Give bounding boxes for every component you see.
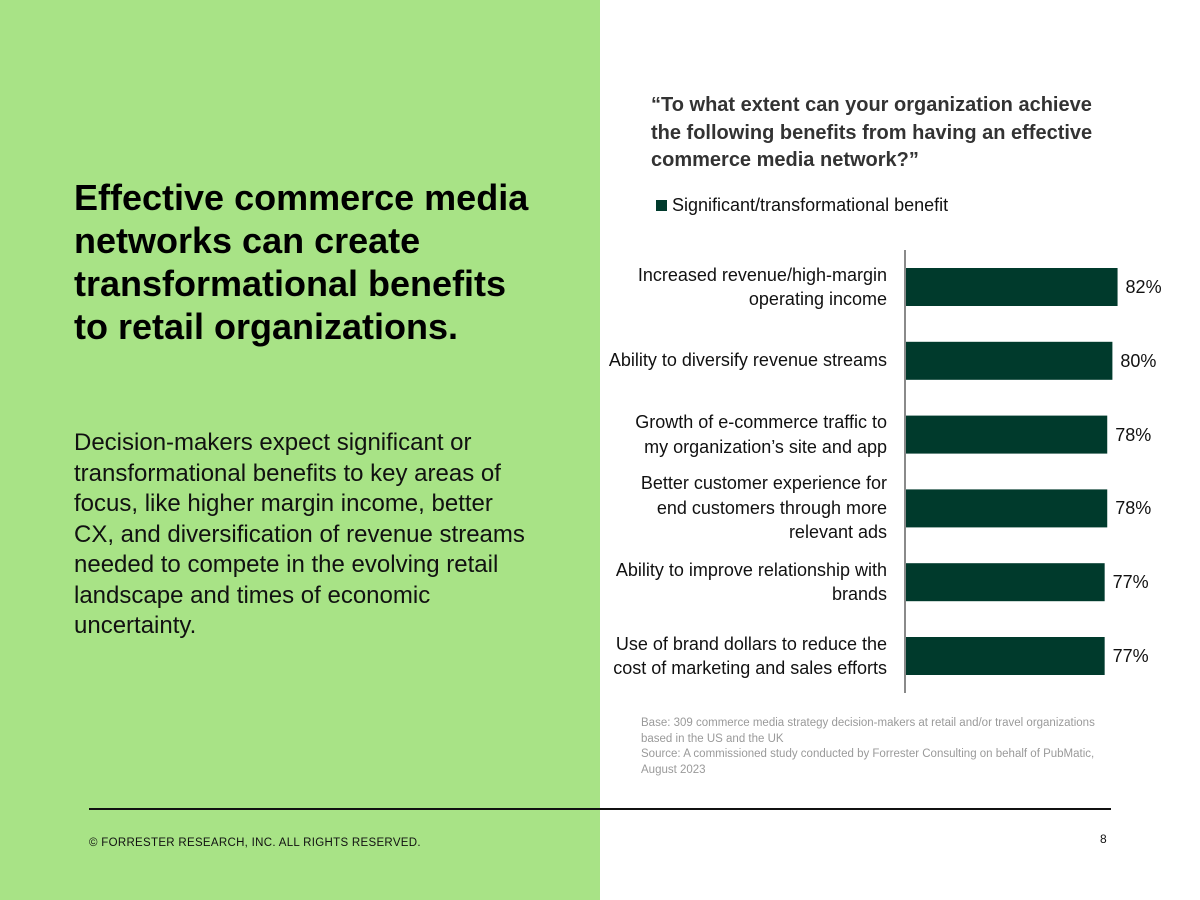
left-panel — [0, 0, 600, 900]
bar — [906, 489, 1108, 528]
slide-body-text: Decision-makers expect significant or tr… — [74, 429, 525, 639]
category-label: Increased revenue/high-margin operating … — [637, 264, 887, 310]
legend-label: Significant/transformational benefit — [672, 194, 949, 215]
page-number: 8 — [1100, 832, 1107, 846]
category-label: Use of brand dollars to reduce the cost … — [613, 633, 887, 679]
base-note: Base: 309 commerce media strategy decisi… — [641, 717, 1095, 745]
bar — [906, 415, 1108, 454]
value-label: 82% — [1125, 277, 1162, 297]
category-label: Ability to improve relationship with bra… — [615, 559, 887, 605]
slide-headline: Effective commerce media networks can cr… — [74, 177, 529, 347]
bar — [906, 268, 1118, 306]
bar — [906, 341, 1113, 380]
legend-swatch — [656, 199, 667, 211]
value-label: 78% — [1115, 498, 1152, 519]
bar — [906, 637, 1105, 675]
source-note: Source: A commissioned study conducted b… — [641, 748, 1095, 776]
value-label: 77% — [1112, 646, 1149, 666]
category-label: Better customer experience for end custo… — [640, 473, 887, 543]
copyright-text: © FORRESTER RESEARCH, INC. ALL RIGHTS RE… — [89, 837, 421, 849]
category-label: Ability to diversify revenue streams — [608, 350, 887, 371]
value-label: 77% — [1112, 572, 1149, 593]
footer-divider — [89, 808, 1111, 810]
value-label: 78% — [1115, 424, 1152, 445]
bar-chart-plot — [904, 250, 1118, 693]
value-label: 80% — [1120, 350, 1157, 371]
bar — [906, 563, 1105, 602]
chart-question: “To what extent can your organization ac… — [651, 94, 1093, 171]
bar-chart: Increased revenue/high-margin operating … — [600, 240, 1200, 700]
category-label: Growth of e-commerce traffic to my organ… — [635, 412, 887, 457]
chart-legend: Significant/transformational benefit — [656, 194, 948, 216]
